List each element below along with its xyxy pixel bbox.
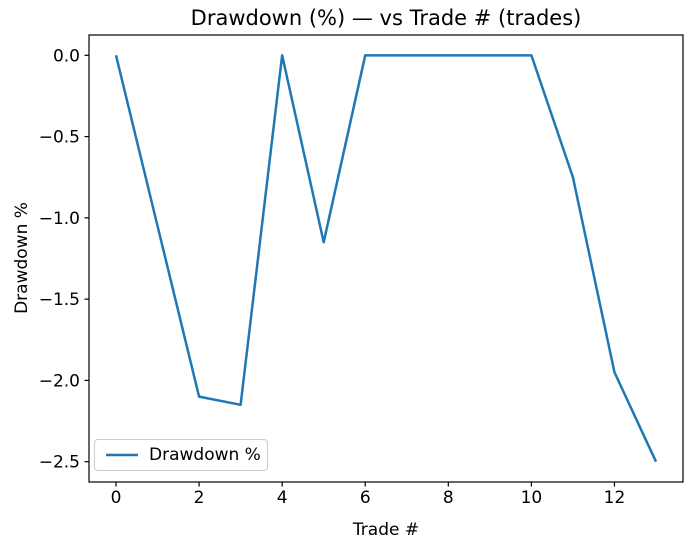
y-tick-label: 0.0 — [53, 46, 80, 66]
y-tick-label: −2.5 — [39, 453, 80, 473]
chart-title: Drawdown (%) — vs Trade # (trades) — [190, 6, 582, 30]
y-tick-label: −1.0 — [39, 209, 80, 229]
x-tick-label: 4 — [277, 488, 288, 508]
legend-line-sample-icon — [106, 453, 138, 457]
x-tick-label: 10 — [521, 488, 543, 508]
legend: Drawdown % — [94, 439, 268, 471]
x-tick-label: 8 — [443, 488, 454, 508]
x-tick-label: 0 — [111, 488, 122, 508]
y-tick-label: −2.0 — [39, 371, 80, 391]
x-tick-label: 2 — [194, 488, 205, 508]
x-axis-label: Trade # — [352, 520, 420, 540]
plot-border — [88, 34, 684, 483]
legend-label: Drawdown % — [149, 445, 261, 465]
y-tick-label: −0.5 — [39, 128, 80, 148]
x-tick-label: 12 — [604, 488, 626, 508]
y-tick-label: −1.5 — [39, 290, 80, 310]
y-axis-label: Drawdown % — [12, 202, 32, 314]
data-line-drawdown- — [114, 54, 658, 463]
x-tick-label: 6 — [360, 488, 371, 508]
